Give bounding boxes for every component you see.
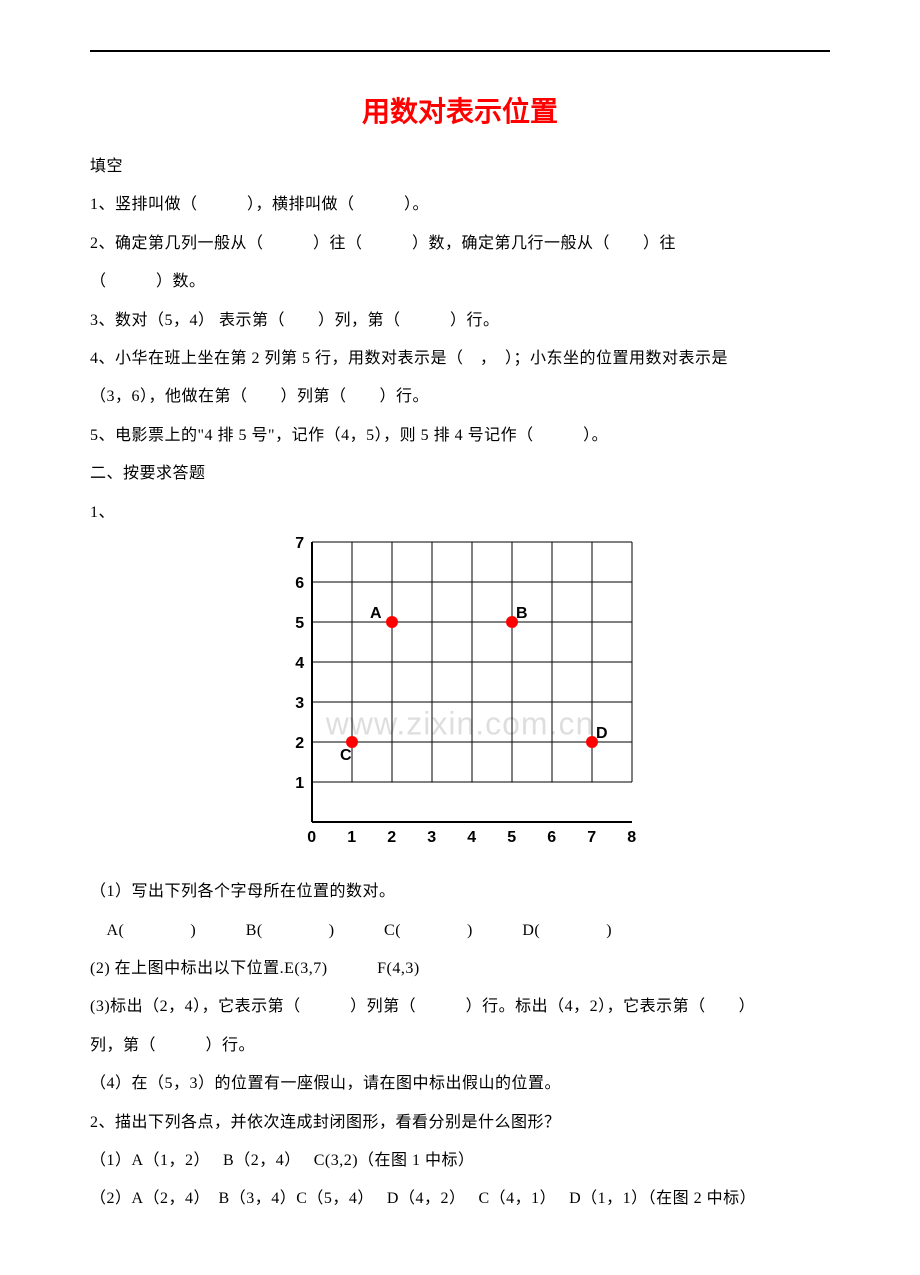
svg-text:B: B xyxy=(516,605,528,622)
svg-text:1: 1 xyxy=(295,775,304,792)
svg-text:4: 4 xyxy=(295,655,304,672)
top-border-line xyxy=(90,50,830,52)
svg-text:C: C xyxy=(340,747,352,764)
svg-text:6: 6 xyxy=(547,829,556,846)
svg-text:3: 3 xyxy=(427,829,436,846)
q4-line2: （3，6），他做在第（ ）列第（ ）行。 xyxy=(90,378,830,416)
svg-text:8: 8 xyxy=(627,829,636,846)
svg-text:7: 7 xyxy=(295,536,304,552)
page-title: 用数对表示位置 xyxy=(90,90,830,130)
q2-line2: （ ）数。 xyxy=(90,263,830,301)
svg-text:5: 5 xyxy=(295,615,304,632)
q2-line1: 2、确定第几列一般从（ ）往（ ）数，确定第几行一般从（ ）往 xyxy=(90,225,830,263)
svg-text:2: 2 xyxy=(295,735,304,752)
content-body: 填空 1、竖排叫做（ ），横排叫做（ ）。 2、确定第几列一般从（ ）往（ ）数… xyxy=(90,148,830,1219)
s2-q1-1-line: A( ) B( ) C( ) D( ) xyxy=(90,912,830,950)
s2-q1-4: （4）在（5，3）的位置有一座假山，请在图中标出假山的位置。 xyxy=(90,1065,830,1103)
svg-text:0: 0 xyxy=(307,829,316,846)
s2-q2: 2、描出下列各点，并依次连成封闭图形，看看分别是什么图形？ xyxy=(90,1104,830,1142)
svg-text:5: 5 xyxy=(507,829,516,846)
q1: 1、竖排叫做（ ），横排叫做（ ）。 xyxy=(90,186,830,224)
q3: 3、数对（5，4） 表示第（ ）列，第（ ）行。 xyxy=(90,302,830,340)
s2-q1-2: (2) 在上图中标出以下位置.E(3,7) F(4,3) xyxy=(90,950,830,988)
svg-text:A: A xyxy=(370,605,382,622)
section1-heading: 填空 xyxy=(90,148,830,186)
svg-text:2: 2 xyxy=(387,829,396,846)
s2-q1-1: （1）写出下列各个字母所在位置的数对。 xyxy=(90,873,830,911)
grid-chart: 0 1 2 3 4 5 6 7 8 1 2 3 4 5 6 7 A B C D xyxy=(282,536,638,850)
svg-text:1: 1 xyxy=(347,829,356,846)
q4-line1: 4、小华在班上坐在第 2 列第 5 行，用数对表示是（ ， ）；小东坐的位置用数… xyxy=(90,340,830,378)
svg-text:4: 4 xyxy=(467,829,476,846)
section2-heading: 二、按要求答题 xyxy=(90,455,830,493)
svg-text:6: 6 xyxy=(295,575,304,592)
q5: 5、电影票上的"4 排 5 号"，记作（4，5），则 5 排 4 号记作（ ）。 xyxy=(90,417,830,455)
s2-q2-2: （2）A（2，4） B（3，4）C（5，4） D（4，2） C（4，1） D（1… xyxy=(90,1180,830,1218)
s2-q2-1: （1）A（1，2） B（2，4） C(3,2)（在图 1 中标） xyxy=(90,1142,830,1180)
svg-text:7: 7 xyxy=(587,829,596,846)
svg-text:D: D xyxy=(596,725,608,742)
s2-q1-3b: 列，第（ ）行。 xyxy=(90,1027,830,1065)
s2-q1-num: 1、 xyxy=(90,494,830,532)
s2-q1-3: (3)标出（2，4），它表示第（ ）列第（ ）行。标出（4，2），它表示第（ ） xyxy=(90,988,830,1026)
svg-text:3: 3 xyxy=(295,695,304,712)
grid-chart-container: 0123456781234567ABCD www.zixin.com.cn xyxy=(90,536,830,865)
